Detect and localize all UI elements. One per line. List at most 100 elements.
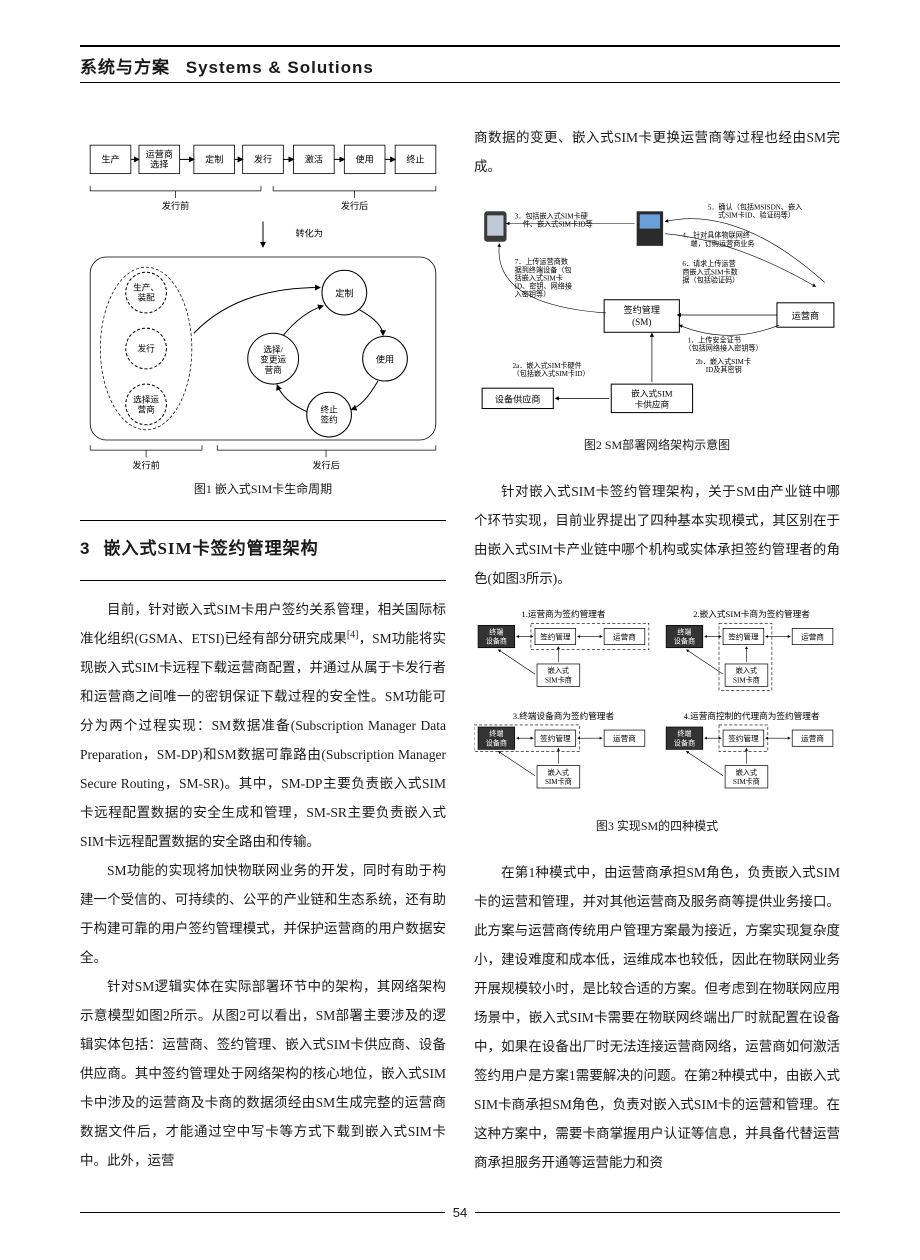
f2-lbl7: 7．上传运营商数	[515, 257, 568, 266]
svg-text:终端: 终端	[677, 729, 691, 738]
svg-text:终止: 终止	[406, 153, 424, 164]
svg-text:运营商: 运营商	[801, 631, 824, 641]
svg-text:运营商: 运营商	[801, 733, 824, 743]
svg-text:（包括嵌入式SIM卡ID）: （包括嵌入式SIM卡ID）	[513, 369, 590, 378]
f2-lbl6: 6．请求上传运营	[682, 259, 735, 268]
fig1-caption: 图1 嵌入式SIM卡生命周期	[80, 477, 446, 503]
f2-esim1: 嵌入式SIM	[631, 387, 673, 398]
left-column: 生产运营商选择定制发行激活使用终止 发行前 发行后 转化为	[80, 123, 446, 1177]
svg-text:设备商: 设备商	[674, 636, 695, 645]
svg-text:装配: 装配	[137, 292, 155, 303]
left-para-1: 目前，针对嵌入式SIM卡用户签约关系管理，相关国际标准化组织(GSMA、ETSI…	[80, 595, 446, 856]
f2-device: 设备供应商	[495, 393, 541, 404]
sec-rule-bot	[80, 580, 446, 581]
svg-text:件、嵌入式SIM卡ID等: 件、嵌入式SIM卡ID等	[523, 220, 593, 229]
svg-text:1.运营商为签约管理者: 1.运营商为签约管理者	[521, 608, 605, 619]
svg-text:SIM卡商: SIM卡商	[545, 675, 572, 684]
f2-lbl2b: 2b．嵌入式SIM卡	[696, 357, 751, 366]
sec-title: 嵌入式SIM卡签约管理架构	[103, 531, 318, 568]
svg-text:运营商: 运营商	[146, 148, 173, 159]
f1-left-grp: 发行前	[162, 200, 189, 211]
svg-text:括嵌入式SIM卡: 括嵌入式SIM卡	[515, 273, 563, 282]
f1-term1: 终止	[320, 404, 338, 415]
svg-text:运营商: 运营商	[613, 733, 636, 743]
svg-text:设备商: 设备商	[674, 738, 695, 747]
svg-text:签约管理: 签约管理	[728, 733, 759, 743]
svg-text:运营商: 运营商	[613, 631, 636, 641]
svg-text:ID、密钥、网络接: ID、密钥、网络接	[515, 282, 572, 291]
f2-lbl3: 3．包括嵌入式SIM卡硬	[515, 211, 588, 220]
sec-num: 3	[80, 531, 89, 568]
svg-text:据（包括验证码）: 据（包括验证码）	[682, 275, 739, 284]
f1-use: 使用	[376, 354, 394, 365]
f2-lbl4: 4．针对具体物联网终	[682, 231, 750, 240]
right-column: 商数据的变更、嵌入式SIM卡更换运营商等过程也经由SM完成。 3．包括嵌入式SI…	[474, 123, 840, 1177]
svg-text:终端: 终端	[677, 627, 691, 636]
f1-center3: 营商	[265, 364, 283, 375]
svg-text:生产、: 生产、	[133, 282, 159, 293]
f2-esim2: 卡供应商	[635, 399, 670, 410]
f1-bot-left: 发行前	[132, 459, 159, 470]
f2-lbl5: 5．确认（包括MSISDN、嵌入	[708, 202, 802, 211]
two-column-body: 生产运营商选择定制发行激活使用终止 发行前 发行后 转化为	[80, 123, 840, 1177]
svg-text:端，订购运营商业务: 端，订购运营商业务	[691, 239, 755, 248]
footer-rule-l	[80, 1212, 445, 1213]
f2-lbl1: 1．上传安全证书	[687, 335, 740, 344]
fig3-caption: 图3 实现SM的四种模式	[474, 814, 840, 840]
f1-custom: 定制	[335, 288, 353, 299]
page-header: 系统与方案 Systems & Solutions	[80, 51, 840, 82]
svg-text:SIM卡商: SIM卡商	[733, 675, 760, 684]
svg-text:生产: 生产	[101, 153, 119, 164]
svg-text:（包括网络接入密钥等）: （包括网络接入密钥等）	[684, 344, 762, 353]
svg-text:发行: 发行	[254, 153, 272, 164]
svg-text:2.嵌入式SIM卡商为签约管理者: 2.嵌入式SIM卡商为签约管理者	[693, 608, 810, 619]
fig2-caption: 图2 SM部署网络架构示意图	[474, 433, 840, 459]
f1-mid: 转化为	[296, 228, 323, 239]
svg-text:签约管理: 签约管理	[540, 733, 571, 743]
f1-center2: 变更运	[260, 354, 286, 365]
svg-text:4.运营商控制的代理商为签约管理者: 4.运营商控制的代理商为签约管理者	[684, 710, 820, 721]
section-3-heading: 3 嵌入式SIM卡签约管理架构	[80, 531, 446, 568]
header-en: Systems & Solutions	[186, 58, 374, 77]
svg-text:嵌入式: 嵌入式	[736, 666, 757, 675]
svg-text:3.终端设备商为签约管理者: 3.终端设备商为签约管理者	[513, 710, 615, 721]
header-rule-bot	[80, 82, 840, 83]
svg-text:发行: 发行	[137, 343, 155, 354]
svg-text:商嵌入式SIM卡数: 商嵌入式SIM卡数	[682, 267, 737, 276]
svg-text:ID及其密钥: ID及其密钥	[706, 365, 742, 374]
svg-text:据到终端设备（包: 据到终端设备（包	[515, 265, 572, 274]
footer-rule-r	[475, 1212, 840, 1213]
header-cn: 系统与方案	[80, 58, 170, 77]
page-number: 54	[453, 1205, 467, 1220]
f2-op: 运营商	[792, 310, 819, 321]
f2-sm1: 签约管理	[624, 304, 661, 315]
svg-text:定制: 定制	[205, 153, 223, 164]
page-footer: 54	[80, 1205, 840, 1220]
svg-text:终端: 终端	[489, 729, 503, 738]
right-para-mid: 针对嵌入式SIM卡签约管理架构，关于SM由产业链中哪个环节实现，目前业界提出了四…	[474, 477, 840, 593]
figure-2: 3．包括嵌入式SIM卡硬 件、嵌入式SIM卡ID等 5．确认（包括MSISDN、…	[474, 193, 840, 459]
figure-3: 1.运营商为签约管理者终端设备商签约管理运营商嵌入式SIM卡商2.嵌入式SIM卡…	[474, 605, 840, 840]
figure-1: 生产运营商选择定制发行激活使用终止 发行前 发行后 转化为	[80, 135, 446, 502]
f2-lbl2a: 2a．嵌入式SIM卡硬件	[513, 361, 582, 370]
svg-text:嵌入式: 嵌入式	[548, 767, 569, 776]
left-para-2: SM功能的实现将加快物联网业务的开发，同时有助于构建一个受信的、可持续的、公平的…	[80, 856, 446, 972]
f1-term2: 签约	[320, 414, 337, 425]
svg-text:嵌入式: 嵌入式	[548, 666, 569, 675]
svg-text:选择运: 选择运	[133, 393, 159, 404]
page: 系统与方案 Systems & Solutions 生产运营商选择定制发行激活使…	[0, 0, 920, 1260]
sec-rule-top	[80, 520, 446, 521]
svg-text:设备商: 设备商	[486, 738, 507, 747]
svg-text:签约管理: 签约管理	[728, 631, 759, 641]
svg-text:签约管理: 签约管理	[540, 631, 571, 641]
svg-text:SIM卡商: SIM卡商	[545, 777, 572, 786]
svg-text:终端: 终端	[489, 627, 503, 636]
f1-bot-right: 发行后	[312, 459, 339, 470]
svg-text:式SIM卡ID、验证码等）: 式SIM卡ID、验证码等）	[718, 210, 795, 219]
f2-sm2: (SM)	[632, 317, 651, 327]
svg-text:选择: 选择	[150, 159, 168, 170]
f1-center1: 选择/	[263, 344, 283, 355]
svg-text:嵌入式: 嵌入式	[736, 767, 757, 776]
f1-right-grp: 发行后	[341, 200, 368, 211]
left-para-3: 针对SM逻辑实体在实际部署环节中的架构，其网络架构示意模型如图2所示。从图2可以…	[80, 972, 446, 1175]
